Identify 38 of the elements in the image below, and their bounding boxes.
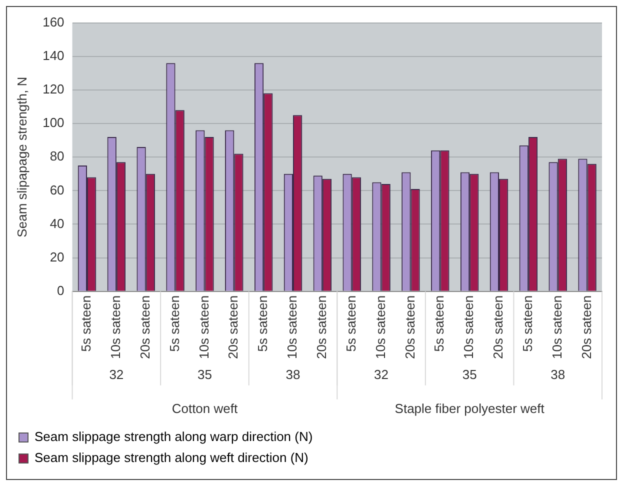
text: Staple fiber polyester weft bbox=[394, 400, 545, 416]
x-tick-label: 5s sateen bbox=[343, 295, 358, 352]
y-tick-label: 80 bbox=[50, 148, 64, 164]
x-tick-label: 10s sateen bbox=[284, 295, 300, 360]
y-tick-label: 0 bbox=[57, 282, 64, 298]
text: 38 bbox=[550, 366, 566, 382]
x-tick-label: 5s sateen bbox=[432, 295, 447, 352]
text: 32 bbox=[374, 366, 389, 382]
y-tick-label: 40 bbox=[50, 216, 64, 231]
x-tick-label: 5s sateen bbox=[78, 295, 94, 352]
text: 35 bbox=[197, 366, 212, 382]
y-tick-label: 20 bbox=[50, 249, 64, 264]
x-tick-label: 10s sateen bbox=[549, 295, 564, 360]
x-tick-label: 5s sateen bbox=[520, 295, 536, 352]
text: 32 bbox=[109, 366, 124, 382]
y-tick-label: 160 bbox=[42, 14, 64, 30]
x-tick-label: 20s sateen bbox=[402, 295, 418, 360]
x-tick-label: 10s sateen bbox=[372, 295, 388, 360]
x-tick-label: 20s sateen bbox=[137, 295, 152, 360]
y-tick-label: 100 bbox=[42, 115, 64, 130]
text: 38 bbox=[286, 366, 300, 382]
x-tick-label: 5s sateen bbox=[255, 295, 270, 352]
x-tick-label: 20s sateen bbox=[314, 295, 330, 360]
y-tick-label: 120 bbox=[42, 82, 64, 97]
x-tick-label: 10s sateen bbox=[461, 295, 476, 360]
text: Cotton weft bbox=[172, 400, 238, 416]
y-tick-label: 60 bbox=[50, 182, 64, 198]
legend-label: Seam slippage strength along warp direction (N) bbox=[34, 429, 313, 444]
y-tick-label: 140 bbox=[42, 48, 64, 63]
x-tick-label: 10s sateen bbox=[196, 295, 212, 360]
x-tick-label: 20s sateen bbox=[578, 295, 594, 360]
x-tick-label: 10s sateen bbox=[108, 295, 124, 360]
x-tick-label: 5s sateen bbox=[166, 295, 182, 352]
x-tick-label: 20s sateen bbox=[226, 295, 241, 360]
x-tick-label: 20s sateen bbox=[490, 295, 506, 360]
text: 35 bbox=[462, 366, 477, 382]
y-axis-title: Seam slipapage strength, N bbox=[14, 76, 30, 238]
legend-label: Seam slippage strength along weft direction (N) bbox=[34, 450, 308, 466]
